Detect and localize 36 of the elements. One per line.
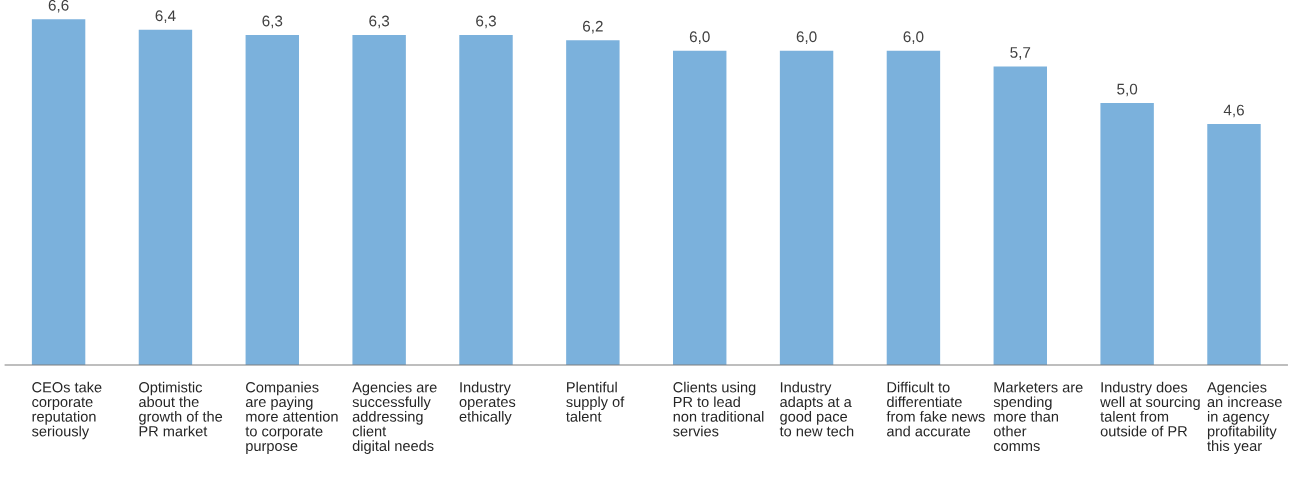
data-label: 5,0: [1117, 83, 1138, 97]
x-tick-label: Industry does well at sourcing talent from outside of PR: [1100, 381, 1200, 437]
bar: [1207, 124, 1261, 366]
bar: [352, 34, 406, 366]
data-label: 5,7: [1010, 47, 1031, 60]
x-tick-label: Agencies an increase in agency profitability this year: [1207, 381, 1282, 454]
data-label: 6,3: [262, 15, 283, 29]
data-label: 6,0: [796, 31, 817, 44]
bar: [245, 34, 300, 366]
x-tick-label: Marketers are spending more than other comms: [993, 381, 1083, 452]
x-tick-label: Optimistic about the growth of the PR market: [139, 381, 223, 437]
bar: [138, 29, 193, 366]
bar: [459, 34, 513, 366]
bar: [886, 50, 941, 366]
x-tick-label: Industry operates ethically: [459, 381, 516, 425]
data-label: 4,6: [1223, 104, 1244, 118]
data-label: 6,0: [689, 31, 710, 44]
x-tick-label: Difficult to differentiate from fake news and accurate: [886, 381, 985, 437]
data-label: 6,0: [903, 31, 924, 44]
x-tick-label: Companies are paying more attention to corporate purpose: [245, 381, 338, 454]
bar: [1100, 103, 1154, 366]
x-tick-label: Plentiful supply of talent: [566, 381, 625, 422]
x-tick-label: CEOs take corporate reputation seriously: [31, 381, 102, 440]
bar: [993, 66, 1047, 366]
bar: [779, 50, 834, 366]
x-tick-label: Clients using PR to lead non traditional servies: [673, 381, 764, 437]
data-label: 6,3: [369, 15, 390, 29]
data-label: 6,3: [476, 15, 496, 29]
data-label: 6,6: [48, 0, 69, 13]
data-label: 6,2: [583, 20, 603, 34]
x-tick-label: Agencies are successfully addressing client digital needs: [352, 381, 437, 454]
bar: [673, 50, 727, 366]
x-tick-label: Industry adapts at a good pace to new tech: [779, 381, 854, 437]
bar: [566, 40, 620, 366]
bar: [31, 19, 86, 366]
data-label: 6,4: [155, 10, 176, 23]
